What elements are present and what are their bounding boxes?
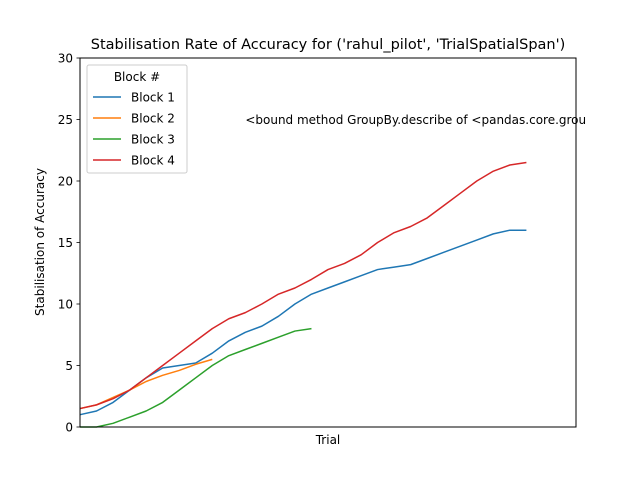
y-tick-label: 30 — [58, 51, 73, 65]
legend-label: Block 1 — [131, 90, 175, 104]
legend-item-block-4: Block 4 — [93, 153, 175, 167]
legend-item-block-1: Block 1 — [93, 90, 175, 104]
y-tick-label: 15 — [58, 236, 73, 250]
legend-label: Block 3 — [131, 132, 175, 146]
legend-entries: Block 1 Block 2 Block 3 Block 4 — [93, 90, 175, 167]
legend-item-block-2: Block 2 — [93, 111, 175, 125]
series-lines — [79, 161, 527, 428]
legend-title: Block # — [114, 70, 160, 84]
x-axis-label: Trial — [315, 433, 341, 447]
y-axis-ticks: 0 5 10 15 20 25 30 — [58, 51, 80, 434]
series-line-block-4 — [79, 161, 527, 410]
y-tick-label: 10 — [58, 297, 73, 311]
y-axis-label: Stabilisation of Accuracy — [33, 168, 47, 316]
legend-item-block-3: Block 3 — [93, 132, 175, 146]
y-tick-label: 0 — [65, 420, 73, 434]
chart-title: Stabilisation Rate of Accuracy for ('rah… — [91, 37, 566, 53]
y-tick-label: 5 — [65, 359, 73, 373]
legend-box — [86, 64, 188, 174]
legend-label: Block 4 — [131, 153, 175, 167]
y-tick-label: 25 — [58, 113, 73, 127]
legend: Block # Block 1 Block 2 Block 3 Block 4 — [86, 64, 188, 174]
series-line-block-3 — [80, 327, 312, 428]
series-line-block-2 — [79, 358, 213, 410]
legend-label: Block 2 — [131, 111, 175, 125]
annotation-text: <bound method GroupBy.describe of <panda… — [245, 113, 586, 127]
series-line-block-1 — [79, 229, 527, 416]
y-tick-label: 20 — [58, 174, 73, 188]
